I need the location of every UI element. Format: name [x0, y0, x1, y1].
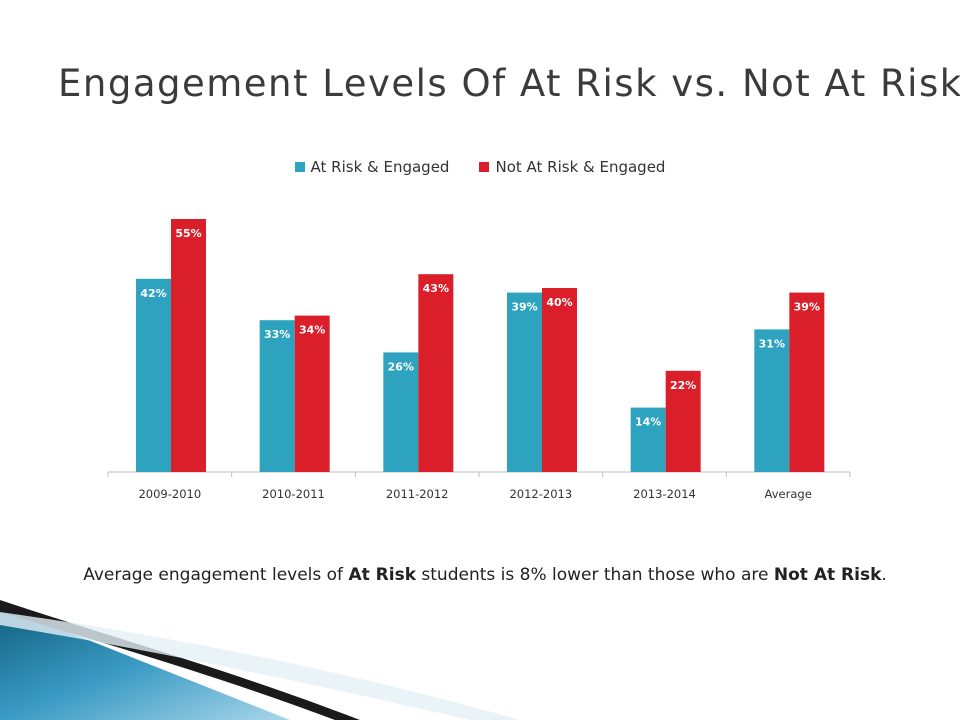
bar-at-risk	[383, 352, 419, 472]
x-tick-label: 2010-2011	[262, 487, 325, 501]
data-label-not-at-risk: 22%	[670, 379, 696, 392]
data-label-at-risk: 26%	[388, 360, 414, 373]
legend-swatch-not-at-risk	[479, 162, 490, 172]
legend-label-at-risk: At Risk & Engaged	[310, 158, 450, 176]
caption-bold-not-at-risk: Not At Risk	[773, 565, 882, 585]
data-label-not-at-risk: 40%	[546, 296, 572, 309]
data-label-not-at-risk: 34%	[299, 324, 325, 337]
data-label-at-risk: 14%	[635, 416, 661, 429]
bar-not-at-risk	[171, 219, 206, 472]
data-label-at-risk: 33%	[264, 328, 290, 341]
bar-at-risk	[507, 292, 542, 472]
data-label-at-risk: 39%	[511, 301, 537, 314]
x-tick-label: 2012-2013	[509, 487, 572, 501]
legend-item-at-risk: At Risk & Engaged	[294, 158, 450, 176]
caption-text-2: students is 8% lower than those who are	[416, 565, 774, 585]
bar-not-at-risk	[665, 370, 701, 472]
slide-title: Engagement Levels Of At Risk vs. Not At …	[58, 62, 960, 105]
legend-item-not-at-risk: Not At Risk & Engaged	[479, 158, 665, 176]
caption-text-3: .	[881, 565, 887, 585]
bar-not-at-risk	[789, 292, 825, 472]
x-tick-label: Average	[765, 487, 812, 501]
bar-not-at-risk	[542, 288, 577, 472]
caption-bold-at-risk: At Risk	[348, 565, 416, 585]
bar-not-at-risk	[294, 315, 330, 472]
chart-legend: At Risk & Engaged Not At Risk & Engaged	[0, 158, 960, 176]
bar-at-risk	[754, 329, 790, 472]
data-label-at-risk: 31%	[759, 337, 785, 350]
data-label-not-at-risk: 55%	[175, 227, 201, 240]
data-label-not-at-risk: 39%	[794, 301, 820, 314]
x-tick-label: 2011-2012	[386, 487, 449, 501]
data-label-at-risk: 42%	[140, 287, 166, 300]
bar-not-at-risk	[418, 274, 454, 472]
bar-at-risk	[259, 320, 295, 472]
caption-text-1: Average engagement levels of	[83, 565, 349, 585]
legend-label-not-at-risk: Not At Risk & Engaged	[495, 158, 666, 176]
legend-swatch-at-risk	[294, 162, 305, 172]
bar-at-risk	[136, 278, 171, 472]
data-label-not-at-risk: 43%	[423, 282, 449, 295]
x-tick-label: 2013-2014	[633, 487, 696, 501]
summary-caption: Average engagement levels of At Risk stu…	[60, 562, 910, 589]
bar-at-risk	[630, 407, 666, 472]
x-tick-label: 2009-2010	[138, 487, 201, 501]
